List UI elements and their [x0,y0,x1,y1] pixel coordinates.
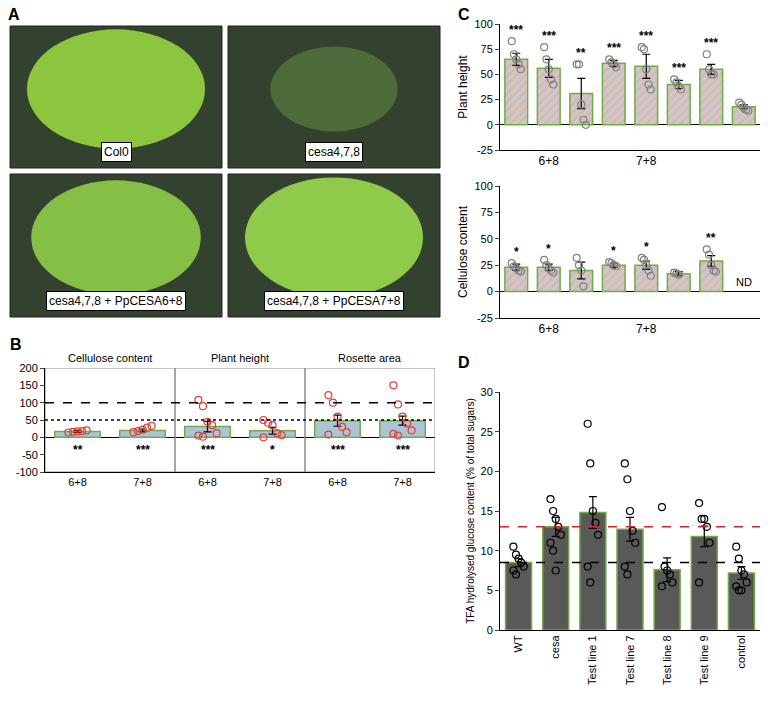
svg-text:50: 50 [481,68,493,80]
svg-text:7+8: 7+8 [393,476,412,488]
svg-text:7+8: 7+8 [636,154,657,168]
svg-text:100: 100 [19,397,37,409]
svg-text:-100: -100 [16,466,38,478]
svg-text:***: *** [607,41,621,55]
svg-text:***: *** [672,61,686,75]
svg-text:7+8: 7+8 [133,476,152,488]
svg-text:Test line 7: Test line 7 [624,635,636,685]
svg-text:Col0: Col0 [104,145,129,159]
svg-text:75: 75 [481,206,493,218]
svg-text:7+8: 7+8 [636,322,657,336]
svg-text:cesa: cesa [549,635,561,659]
svg-text:Plant height: Plant height [456,55,470,119]
svg-text:5: 5 [487,584,493,596]
svg-text:A: A [8,6,20,23]
svg-text:*: * [270,443,275,457]
svg-text:cesa4,7,8 + PpCESA6+8: cesa4,7,8 + PpCESA6+8 [49,294,183,308]
svg-text:Rosette area: Rosette area [338,352,402,364]
svg-text:30: 30 [481,386,493,398]
svg-text:***: *** [639,29,653,43]
svg-text:Test line 8: Test line 8 [661,635,673,685]
svg-text:7+8: 7+8 [263,476,282,488]
svg-text:C: C [458,6,470,23]
svg-text:**: ** [706,231,716,245]
svg-text:**: ** [73,443,83,457]
svg-text:100: 100 [474,18,492,30]
svg-text:-50: -50 [22,449,38,461]
svg-text:*: * [611,244,616,258]
svg-text:*: * [644,240,649,254]
svg-text:6+8: 6+8 [328,476,347,488]
svg-text:0: 0 [487,624,493,636]
svg-text:-25: -25 [477,144,493,156]
svg-text:-25: -25 [477,312,493,324]
svg-text:6+8: 6+8 [198,476,217,488]
svg-text:Plant height: Plant height [211,352,269,364]
svg-text:6+8: 6+8 [539,154,560,168]
svg-text:50: 50 [26,414,38,426]
svg-text:***: *** [201,443,215,457]
svg-text:***: *** [136,443,150,457]
svg-text:15: 15 [481,505,493,517]
svg-text:150: 150 [19,379,37,391]
svg-text:Cellulose content: Cellulose content [456,205,470,298]
svg-text:6+8: 6+8 [68,476,87,488]
svg-text:TFA hydrolysed glucose content: TFA hydrolysed glucose content (% of tot… [465,398,476,624]
svg-text:**: ** [576,46,586,60]
svg-text:D: D [458,354,470,371]
svg-text:*: * [546,242,551,256]
svg-text:control: control [735,635,747,668]
svg-text:50: 50 [481,233,493,245]
svg-text:***: *** [331,443,345,457]
svg-text:***: *** [396,443,410,457]
svg-text:75: 75 [481,43,493,55]
svg-text:***: *** [542,29,556,43]
svg-text:WT: WT [512,635,524,652]
svg-text:25: 25 [481,93,493,105]
svg-text:*: * [514,245,519,259]
svg-text:Cellulose content: Cellulose content [68,352,152,364]
svg-text:cesa4,7,8: cesa4,7,8 [308,145,360,159]
svg-text:0: 0 [487,285,493,297]
svg-text:100: 100 [474,180,492,192]
svg-text:25: 25 [481,259,493,271]
svg-text:20: 20 [481,465,493,477]
svg-text:B: B [10,336,22,353]
svg-text:***: *** [509,23,523,37]
svg-text:25: 25 [481,426,493,438]
svg-text:0: 0 [487,119,493,131]
svg-text:Test line 9: Test line 9 [698,635,710,685]
svg-text:6+8: 6+8 [539,322,560,336]
svg-text:200: 200 [19,362,37,374]
svg-text:cesa4,7,8 + PpCESA7+8: cesa4,7,8 + PpCESA7+8 [267,294,401,308]
svg-text:***: *** [704,36,718,50]
svg-text:Test line 1: Test line 1 [586,635,598,685]
svg-text:10: 10 [481,545,493,557]
svg-text:0: 0 [32,431,38,443]
svg-text:ND: ND [736,276,752,288]
